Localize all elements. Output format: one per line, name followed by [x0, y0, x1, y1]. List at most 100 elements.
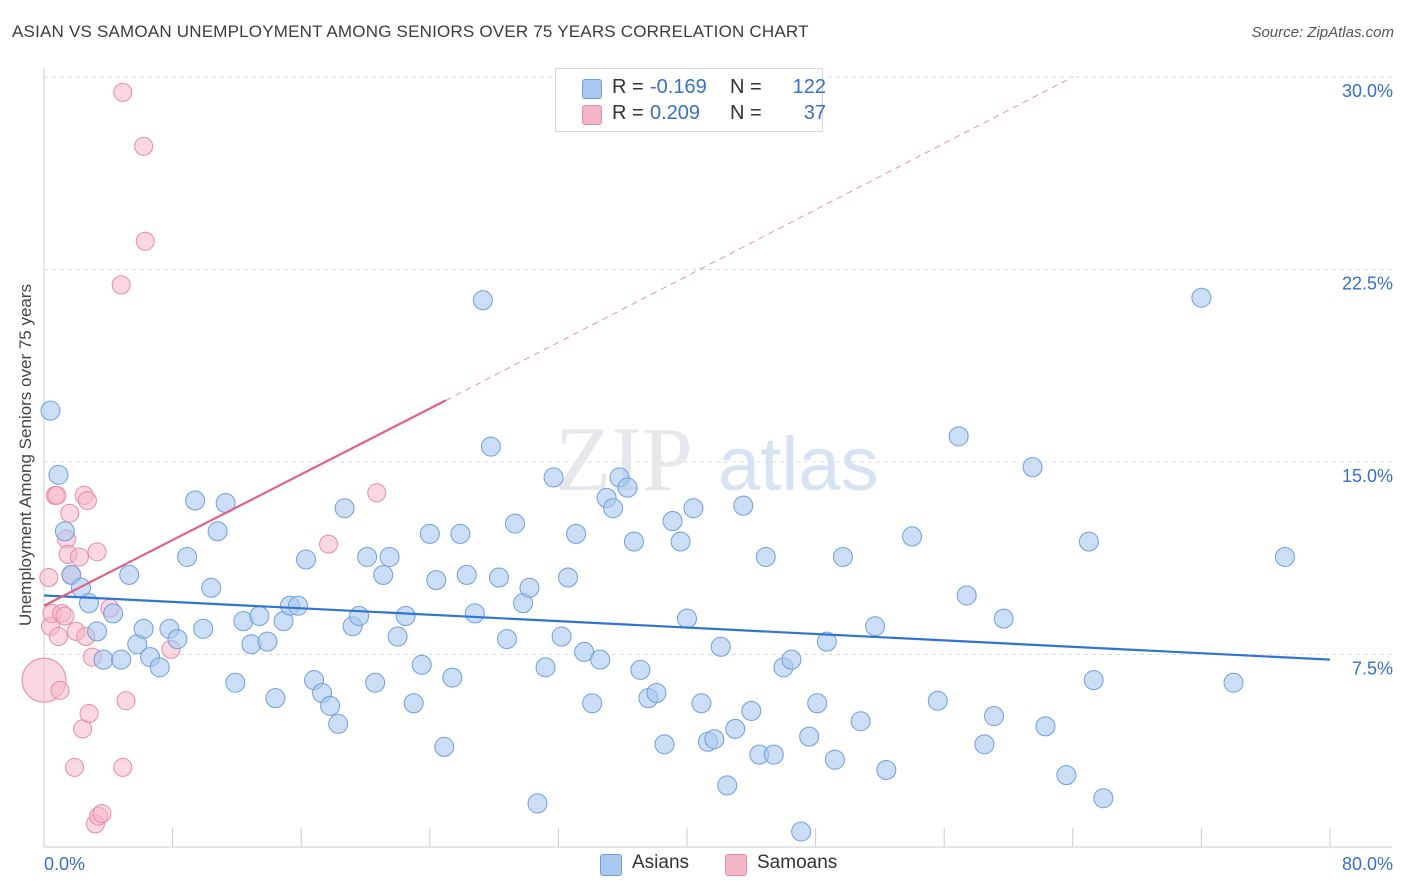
asian-point	[403, 693, 424, 714]
asian-point	[1223, 672, 1244, 693]
samoan-point	[87, 542, 107, 562]
r-label: R =	[612, 76, 644, 98]
asian-point	[1022, 457, 1043, 478]
asian-point	[984, 706, 1005, 727]
samoan-point	[135, 231, 155, 251]
legend-label-asians: Asians	[632, 852, 690, 873]
asian-point	[807, 693, 828, 714]
samoan-trend-extension	[445, 76, 1074, 401]
asian-point	[948, 426, 969, 447]
asian-point	[387, 626, 408, 647]
asian-point	[824, 749, 845, 770]
samoan-point	[69, 547, 89, 567]
asian-points	[40, 287, 1295, 842]
asian-point	[755, 546, 776, 567]
samoan-point	[111, 275, 131, 295]
asian-point	[488, 567, 509, 588]
asian-point	[419, 523, 440, 544]
samoan-point	[116, 691, 136, 711]
asian-point	[850, 711, 871, 732]
source-label: Source: ZipAtlas.com	[1251, 24, 1394, 41]
y-tick-label: 7.5%	[1352, 659, 1393, 679]
asian-point	[207, 521, 228, 542]
asian-point	[551, 626, 572, 647]
asian-point	[623, 531, 644, 552]
asian-point	[1035, 716, 1056, 737]
asian-point	[48, 464, 69, 485]
r-value: -0.169	[650, 76, 707, 98]
asian-point	[296, 549, 317, 570]
asian-point	[630, 659, 651, 680]
asian-point	[832, 546, 853, 567]
samoan-point	[134, 136, 154, 156]
asian-point	[543, 467, 564, 488]
asian-point	[456, 564, 477, 585]
asian-point	[54, 521, 75, 542]
asian-point	[119, 564, 140, 585]
asian-point	[519, 577, 540, 598]
asian-point	[558, 567, 579, 588]
gridlines	[44, 76, 1392, 655]
asian-point	[472, 290, 493, 311]
asian-point	[582, 693, 603, 714]
asian-point	[677, 608, 697, 629]
asian-point	[167, 629, 188, 650]
asian-point	[902, 526, 923, 547]
asian-point	[704, 729, 725, 750]
samoan-point	[47, 485, 67, 505]
asian-point	[111, 649, 132, 670]
asian-swatch	[600, 854, 622, 876]
watermark: ZIP atlas	[555, 408, 879, 510]
asian-point	[670, 531, 691, 552]
samoan-point	[77, 491, 97, 510]
asian-point	[334, 498, 355, 519]
asian-point	[442, 667, 463, 688]
samoan-point	[55, 606, 75, 626]
asian-point	[733, 495, 754, 516]
asian-point	[201, 577, 222, 598]
samoan-point	[48, 627, 68, 647]
r-value: 0.209	[650, 102, 701, 124]
asian-swatch	[582, 79, 602, 99]
asian-point	[287, 595, 308, 616]
asian-point	[603, 498, 624, 519]
asian-point	[710, 636, 731, 657]
y-axis-label: Unemployment Among Seniors over 75 years	[16, 283, 35, 627]
y-tick-label: 22.5%	[1342, 274, 1393, 294]
asian-point	[480, 436, 501, 457]
correlation-legend: R = -0.169 N = 122 R = 0.209 N = 37	[555, 68, 826, 132]
asian-point	[365, 672, 386, 693]
samoan-point	[367, 483, 387, 503]
asian-point	[1056, 765, 1077, 786]
asian-point	[249, 606, 270, 626]
asian-point	[865, 616, 886, 637]
samoan-points	[21, 82, 387, 834]
asian-point	[535, 657, 556, 678]
samoan-point	[50, 680, 70, 700]
asian-point	[1093, 788, 1114, 809]
asian-point	[320, 695, 341, 716]
asian-point	[683, 498, 704, 519]
asian-point	[646, 683, 667, 703]
asian-point	[103, 603, 124, 624]
asian-point	[574, 641, 595, 662]
n-value: 37	[803, 102, 826, 124]
asian-point	[816, 631, 837, 652]
n-label: N =	[730, 102, 762, 124]
asian-point	[741, 700, 762, 721]
samoan-point	[113, 82, 133, 102]
asian-point	[185, 490, 206, 511]
asian-point	[265, 688, 286, 709]
samoan-trend-line	[43, 399, 447, 607]
asian-point	[799, 726, 820, 747]
x-tick-labels: 0.0% 80.0%	[44, 854, 1393, 874]
asian-point	[654, 734, 675, 755]
chart-title: ASIAN VS SAMOAN UNEMPLOYMENT AMONG SENIO…	[12, 22, 809, 41]
asian-point	[993, 608, 1014, 629]
asian-point	[357, 546, 378, 567]
asian-point	[1191, 287, 1212, 308]
y-tick-label: 15.0%	[1342, 466, 1393, 486]
trend-lines	[43, 76, 1331, 661]
y-tick-label: 30.0%	[1342, 81, 1393, 101]
